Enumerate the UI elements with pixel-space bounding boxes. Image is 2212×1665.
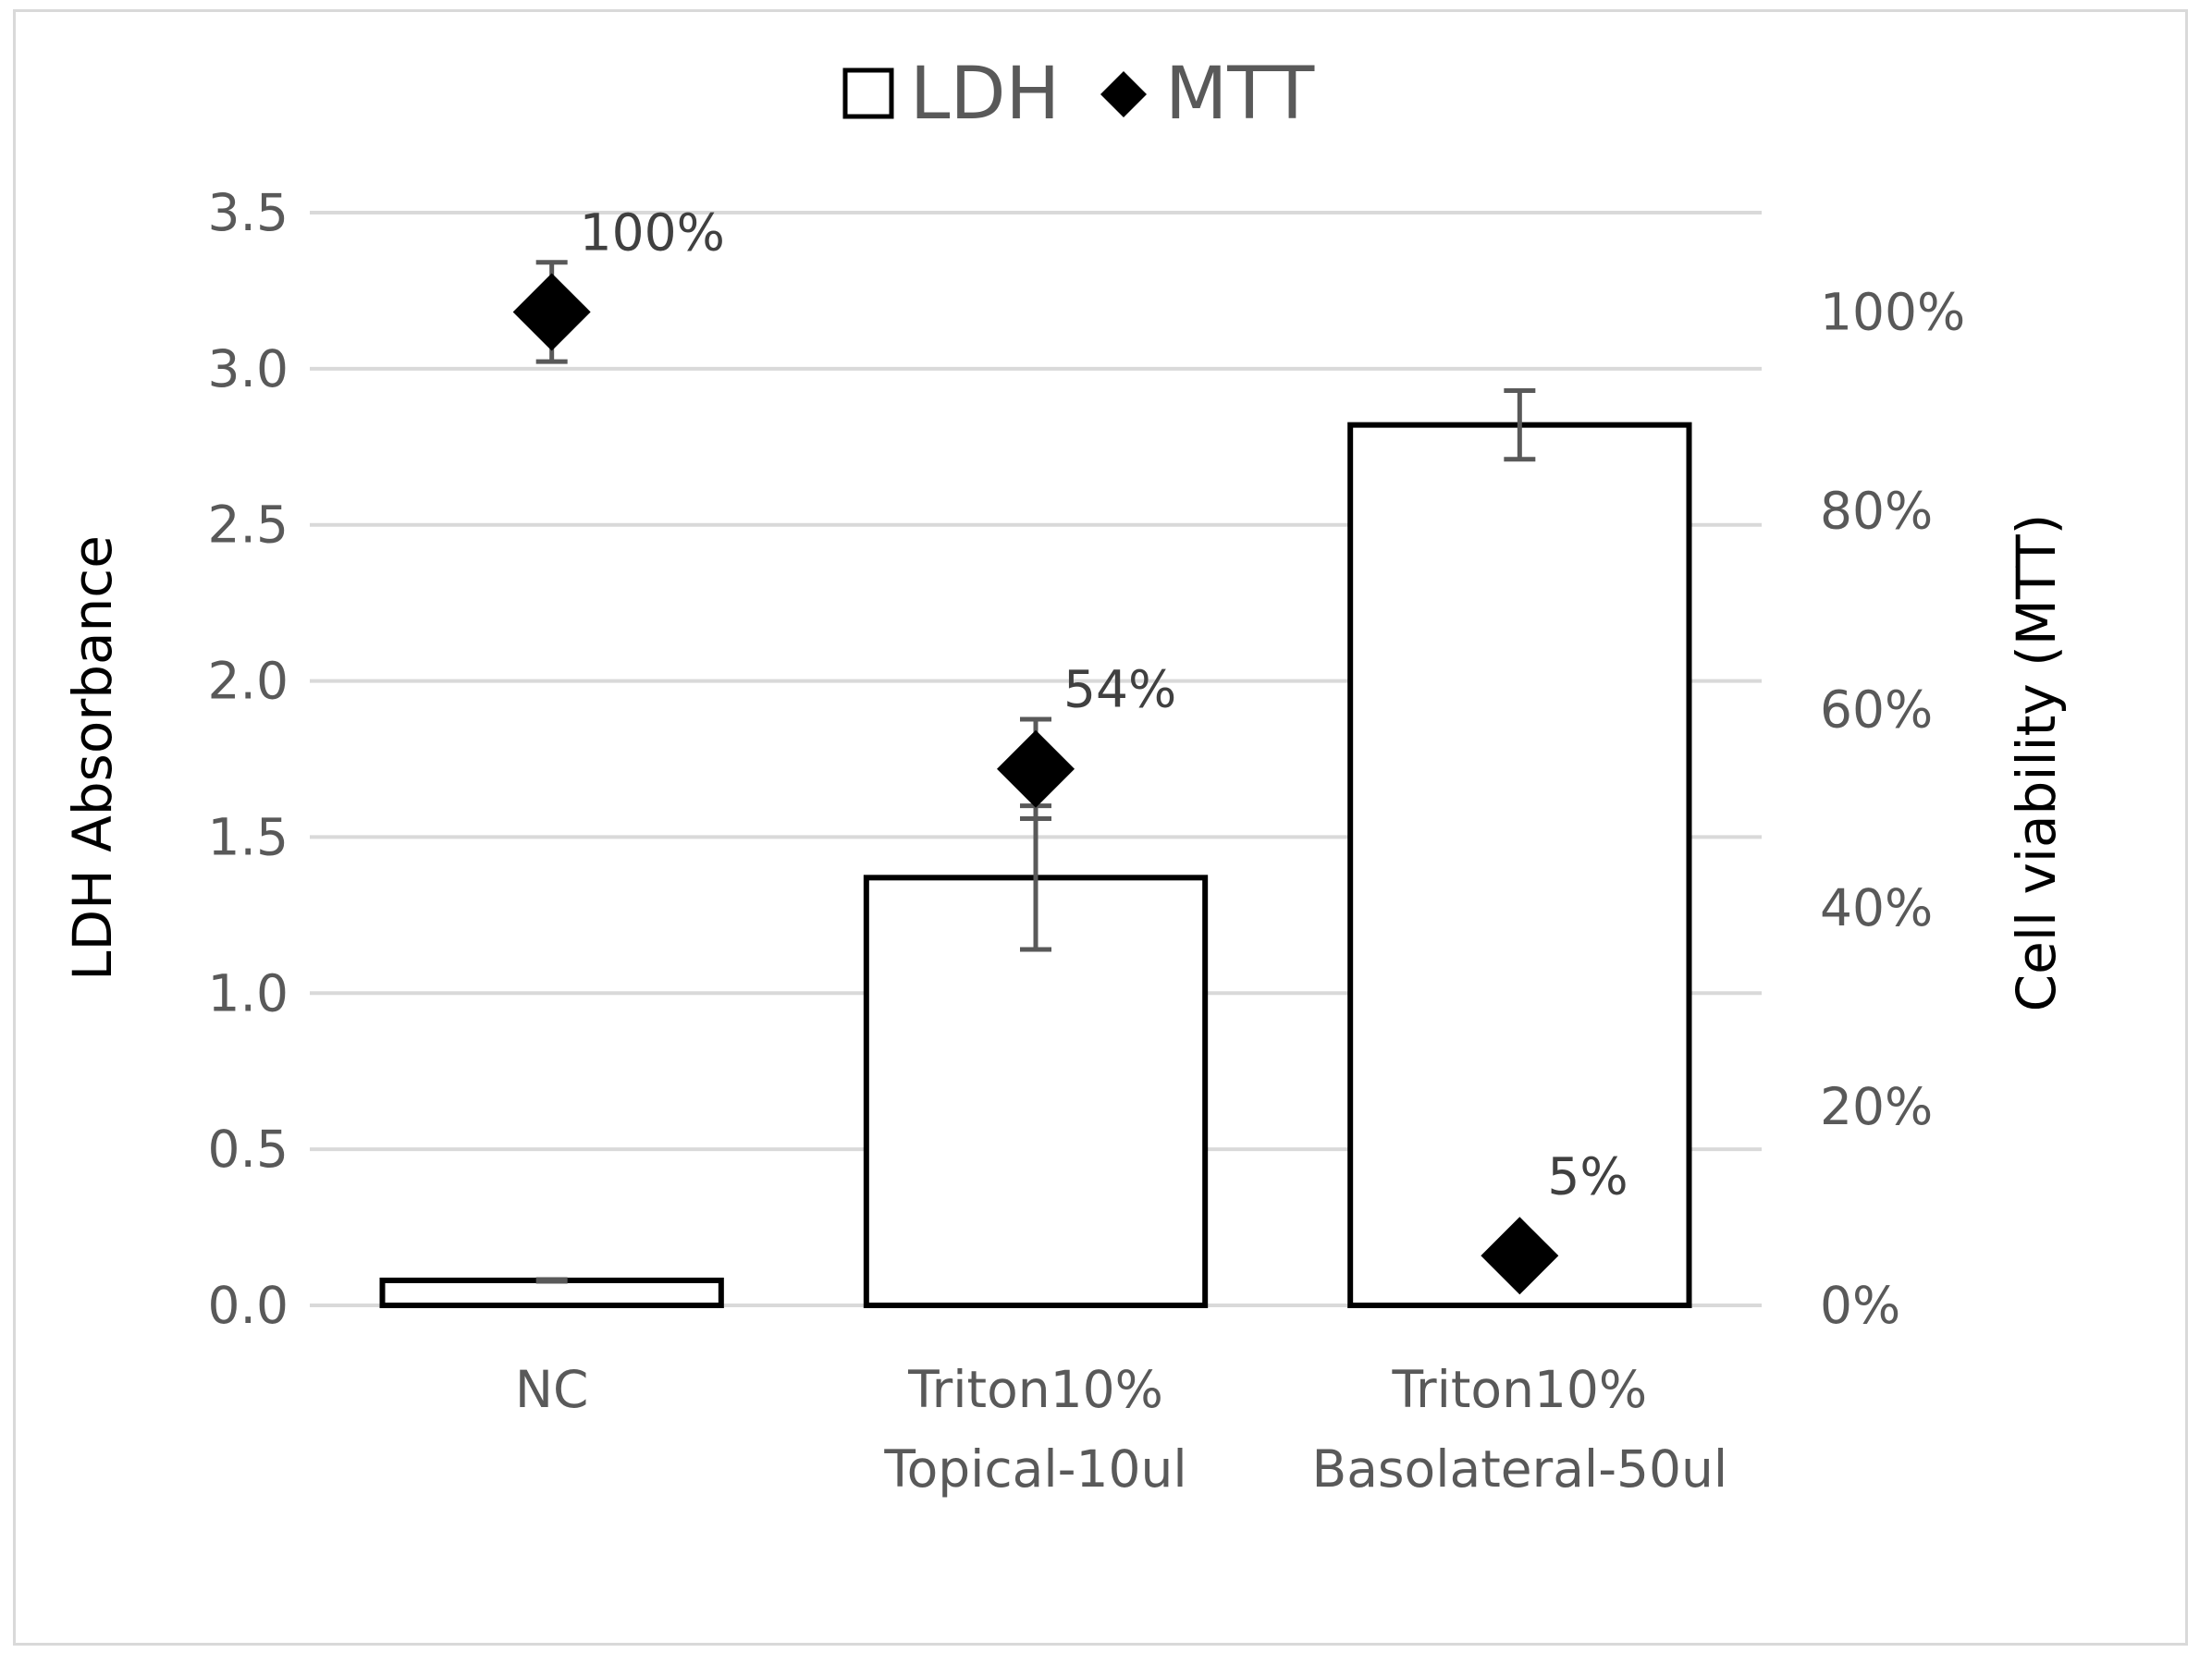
legend-mtt-label: MTT bbox=[1165, 53, 1315, 136]
y-tick-label: 3.0 bbox=[208, 339, 289, 398]
mtt-data-label: 54% bbox=[1063, 660, 1176, 719]
y2-tick-label: 40% bbox=[1820, 878, 1933, 937]
legend-ldh-label: LDH bbox=[910, 53, 1060, 136]
mtt-marker bbox=[1481, 1217, 1559, 1295]
mtt-data-label: 5% bbox=[1547, 1146, 1628, 1206]
x-category-label: NC bbox=[515, 1360, 589, 1419]
ldh-bars bbox=[379, 422, 1692, 1309]
y2-tick-label: 80% bbox=[1820, 481, 1933, 540]
x-category-label: Triton10% bbox=[907, 1360, 1163, 1419]
chart-frame bbox=[13, 9, 2188, 1646]
y-tick-label: 2.0 bbox=[208, 652, 289, 711]
ldh-bar bbox=[379, 1277, 724, 1309]
y2-tick-label: 0% bbox=[1820, 1276, 1900, 1335]
legend-mtt-swatch bbox=[1100, 71, 1147, 117]
mtt-marker bbox=[997, 729, 1075, 808]
y-axis-left-ticks: 0.0 0.5 1.0 1.5 2.0 2.5 3.0 3.5 bbox=[208, 183, 289, 1335]
x-axis-category-labels: NC Triton10% Topical-10ul Triton10% Basolate… bbox=[515, 1360, 1727, 1499]
x-category-label: Topical-10ul bbox=[883, 1439, 1186, 1499]
y-tick-label: 2.5 bbox=[208, 496, 289, 555]
y-axis-right-ticks: 0% 20% 40% 60% 80% 100% bbox=[1820, 282, 1965, 1335]
legend-ldh-swatch bbox=[842, 67, 894, 119]
x-category-label: Triton10% bbox=[1391, 1360, 1647, 1419]
y-tick-label: 1.5 bbox=[208, 807, 289, 866]
y-tick-label: 3.5 bbox=[208, 183, 289, 242]
y-axis-right-title: Cell viability (MTT) bbox=[2005, 514, 2068, 1012]
legend: LDH MTT bbox=[842, 53, 1315, 136]
mtt-data-label: 100% bbox=[580, 202, 725, 262]
y2-tick-label: 60% bbox=[1820, 679, 1933, 739]
y-axis-left-title: LDH Absorbance bbox=[61, 535, 124, 981]
y2-tick-label: 20% bbox=[1820, 1077, 1933, 1136]
mtt-markers: 100% 54% 5% bbox=[512, 202, 1628, 1295]
mtt-marker bbox=[512, 273, 591, 351]
y-tick-label: 0.5 bbox=[208, 1120, 289, 1179]
y2-tick-label: 100% bbox=[1820, 282, 1965, 341]
y-tick-label: 1.0 bbox=[208, 963, 289, 1022]
ldh-bar bbox=[1347, 422, 1692, 1309]
ldh-error-bars bbox=[535, 387, 1536, 1284]
y-tick-label: 0.0 bbox=[208, 1276, 289, 1335]
x-category-label: Basolateral-50ul bbox=[1311, 1439, 1727, 1499]
